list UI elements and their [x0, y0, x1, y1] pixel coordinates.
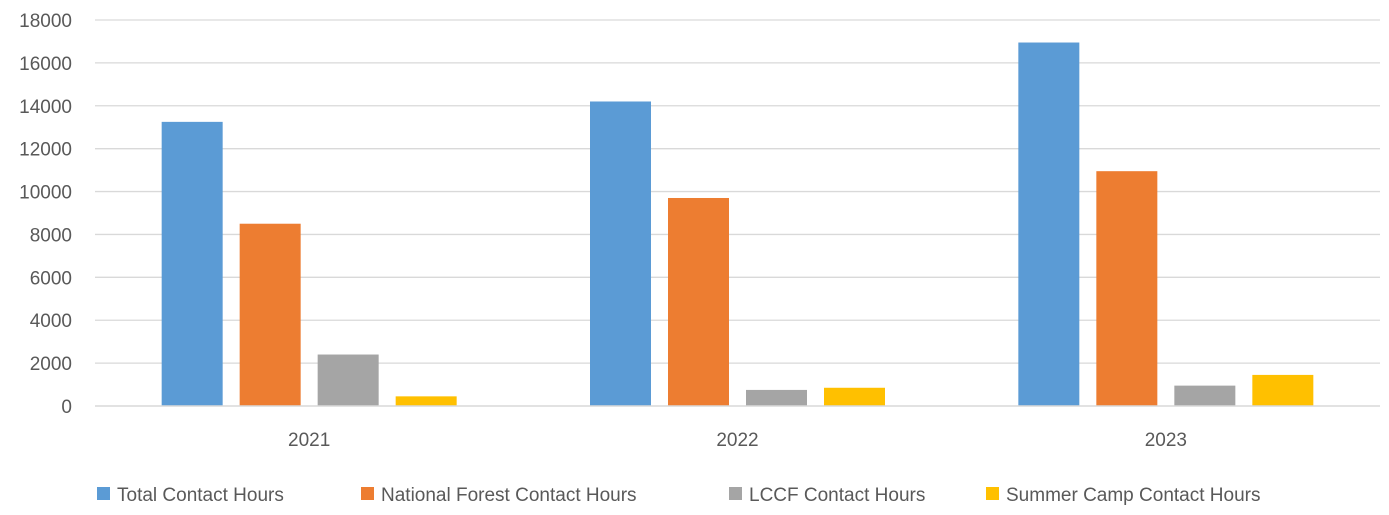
legend-swatch: [361, 487, 374, 500]
legend-label: Summer Camp Contact Hours: [1006, 485, 1260, 506]
bar-2023-national-forest-contact-hours: [1096, 171, 1158, 406]
x-axis-category-labels: 2021 2022 2023: [288, 430, 1187, 451]
y-tick-label: 16000: [19, 54, 72, 75]
bar-2021-summer-camp-contact-hours: [395, 396, 457, 406]
bar-2021-national-forest-contact-hours: [239, 223, 301, 406]
bar-2023-summer-camp-contact-hours: [1252, 374, 1314, 406]
y-tick-label: 14000: [19, 97, 72, 118]
bar-2023-lccf-contact-hours: [1174, 385, 1236, 406]
gridlines: [95, 19, 1380, 364]
bar-2021-lccf-contact-hours: [317, 354, 379, 406]
bar-2023-total-contact-hours: [1018, 42, 1080, 407]
legend-item: National Forest Contact Hours: [361, 485, 637, 506]
legend-swatch: [986, 487, 999, 500]
y-tick-label: 4000: [30, 311, 72, 332]
bar-2022-lccf-contact-hours: [746, 389, 807, 406]
legend-item: LCCF Contact Hours: [729, 485, 925, 506]
legend-label: LCCF Contact Hours: [749, 485, 925, 506]
bar-2022-national-forest-contact-hours: [668, 197, 729, 406]
x-category-label: 2021: [288, 430, 330, 451]
y-tick-label: 12000: [19, 140, 72, 161]
x-category-label: 2022: [716, 430, 758, 451]
legend-item: Total Contact Hours: [97, 485, 284, 506]
y-tick-label: 2000: [30, 354, 72, 375]
legend-label: National Forest Contact Hours: [381, 485, 637, 506]
y-tick-label: 0: [61, 397, 72, 418]
y-tick-label: 10000: [19, 183, 72, 204]
legend-item: Summer Camp Contact Hours: [986, 485, 1260, 506]
bars: [161, 42, 1314, 407]
x-category-label: 2023: [1145, 430, 1187, 451]
y-tick-label: 6000: [30, 268, 72, 289]
y-tick-label: 18000: [19, 11, 72, 32]
legend-label: Total Contact Hours: [117, 485, 284, 506]
y-tick-label: 8000: [30, 225, 72, 246]
legend-swatch: [729, 487, 742, 500]
bar-2021-total-contact-hours: [161, 121, 223, 406]
legend-swatch: [97, 487, 110, 500]
bar-2022-summer-camp-contact-hours: [824, 387, 885, 406]
legend: Total Contact Hours National Forest Conta…: [97, 485, 1260, 506]
y-axis-tick-labels: 0 2000 4000 6000 8000 10000 12000 14000 16000 180…: [19, 11, 72, 418]
bar-2022-total-contact-hours: [590, 101, 651, 406]
